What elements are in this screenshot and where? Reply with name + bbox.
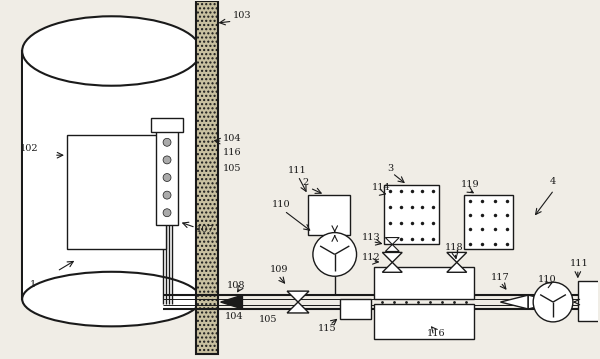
Text: 117: 117 [491, 273, 509, 282]
Polygon shape [287, 291, 309, 302]
Text: 4: 4 [550, 177, 556, 186]
Polygon shape [382, 262, 402, 272]
Circle shape [533, 282, 573, 322]
Text: 113: 113 [362, 233, 380, 242]
Polygon shape [385, 244, 399, 251]
Text: 114: 114 [371, 183, 390, 192]
Text: 111: 111 [570, 259, 589, 268]
Bar [23, 51, 200, 299]
Circle shape [163, 138, 171, 146]
Bar [156, 130, 178, 225]
Text: 119: 119 [461, 181, 479, 190]
Text: 102: 102 [20, 144, 39, 153]
Bar [578, 281, 600, 321]
Text: 105: 105 [259, 316, 277, 325]
Text: 107: 107 [196, 225, 214, 234]
Bar [340, 299, 371, 319]
Circle shape [163, 209, 171, 217]
Text: 110: 110 [538, 275, 557, 284]
Text: 111: 111 [288, 165, 307, 174]
Text: 112: 112 [362, 253, 380, 262]
Bar [374, 267, 473, 299]
Polygon shape [447, 262, 467, 272]
Bar [22, 51, 201, 299]
Polygon shape [385, 238, 399, 244]
Bar [308, 195, 350, 234]
Text: 116: 116 [427, 329, 446, 338]
Bar [151, 118, 183, 132]
Bar [464, 195, 514, 250]
Ellipse shape [22, 272, 201, 326]
Polygon shape [382, 252, 402, 262]
Text: 104: 104 [224, 312, 243, 321]
Text: 108: 108 [227, 281, 245, 290]
Polygon shape [221, 295, 242, 309]
Circle shape [313, 233, 356, 276]
Text: 1: 1 [30, 280, 37, 289]
Bar [67, 135, 166, 250]
Ellipse shape [22, 16, 201, 86]
Text: 118: 118 [445, 243, 463, 252]
Text: 105: 105 [223, 164, 241, 173]
Text: 103: 103 [233, 11, 251, 20]
Circle shape [163, 173, 171, 182]
Bar [385, 185, 439, 244]
Text: 110: 110 [272, 200, 291, 209]
Circle shape [163, 191, 171, 199]
Text: 116: 116 [223, 148, 241, 157]
Polygon shape [528, 295, 556, 309]
Polygon shape [500, 295, 528, 309]
Polygon shape [287, 302, 309, 313]
Polygon shape [447, 252, 467, 262]
Text: 104: 104 [223, 134, 241, 143]
Bar [196, 1, 218, 354]
Text: 3: 3 [388, 164, 394, 173]
Text: 115: 115 [318, 324, 337, 334]
Circle shape [163, 156, 171, 164]
Text: 2: 2 [302, 178, 308, 187]
Text: 109: 109 [270, 265, 289, 274]
Bar [374, 304, 473, 339]
